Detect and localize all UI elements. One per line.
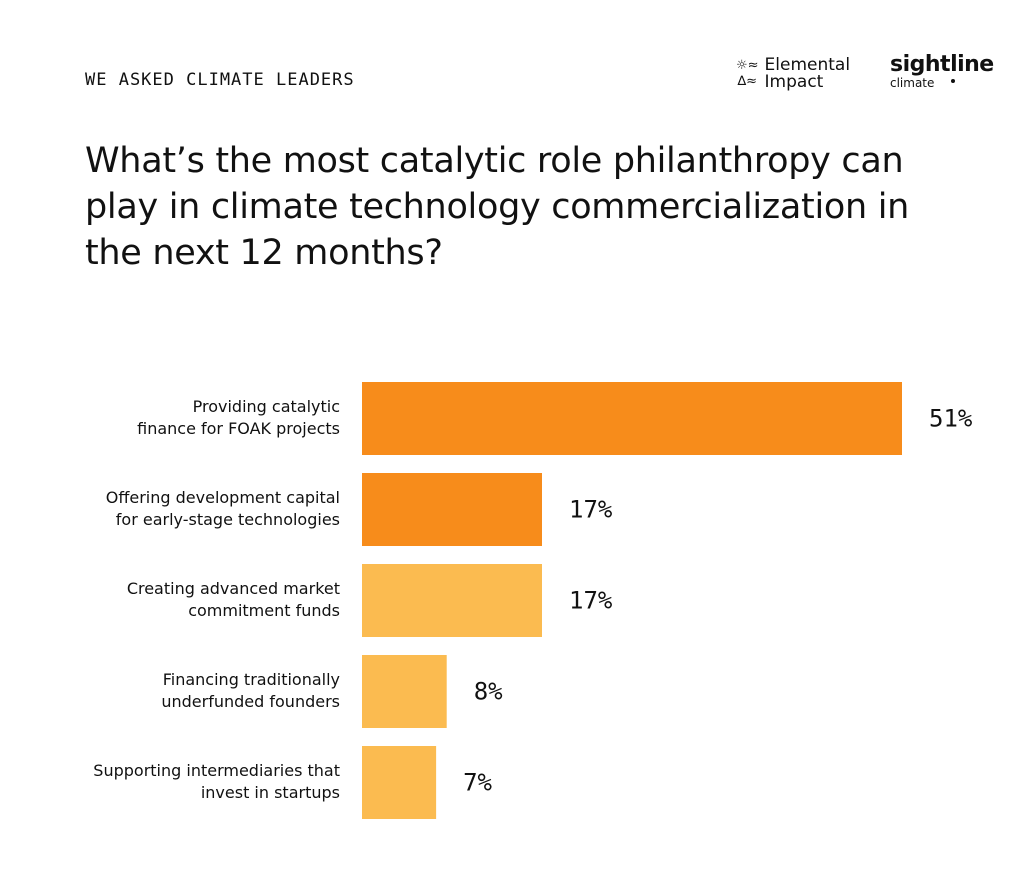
value-label-2: 17%: [569, 496, 613, 524]
bar-4: [362, 655, 447, 728]
category-label-2-line-2: for early-stage technologies: [116, 510, 340, 529]
category-label-4-line-1: Financing traditionally: [163, 670, 340, 689]
elemental-logo-line1: Elemental: [764, 55, 851, 75]
sightline-dot-icon: [951, 79, 955, 83]
category-label-3-line-1: Creating advanced market: [127, 579, 340, 598]
elemental-logo-line2: Impact: [764, 72, 824, 92]
sightline-logo-sub: climate: [890, 76, 935, 90]
value-label-1: 51%: [929, 405, 973, 433]
value-label-3: 17%: [569, 587, 613, 615]
category-label-4-line-2: underfunded founders: [161, 692, 340, 711]
eyebrow-text: WE ASKED CLIMATE LEADERS: [85, 70, 355, 90]
category-label-5-line-2: invest in startups: [201, 783, 340, 802]
category-label-3-line-2: commitment funds: [188, 601, 340, 620]
category-label-1-line-2: finance for FOAK projects: [137, 419, 340, 438]
value-label-4: 8%: [474, 678, 503, 706]
bar-1: [362, 382, 902, 455]
bar-3: [362, 564, 542, 637]
sightline-climate-logo: sightline climate: [890, 52, 994, 91]
value-label-5: 7%: [463, 769, 492, 797]
chart-title: What’s the most catalytic role philanthr…: [85, 141, 910, 273]
sightline-logo-main: sightline: [890, 52, 994, 77]
category-label-1-line-1: Providing catalytic: [193, 397, 340, 416]
bar-2: [362, 473, 542, 546]
category-label-5-line-1: Supporting intermediaries that: [93, 761, 340, 780]
elemental-glyphs-icon: ☼≈ ∆≈: [736, 58, 759, 89]
elemental-impact-logo: ☼≈ ∆≈ Elemental Impact: [736, 57, 850, 91]
category-label-2-line-1: Offering development capital: [106, 488, 340, 507]
bar-5: [362, 746, 437, 819]
